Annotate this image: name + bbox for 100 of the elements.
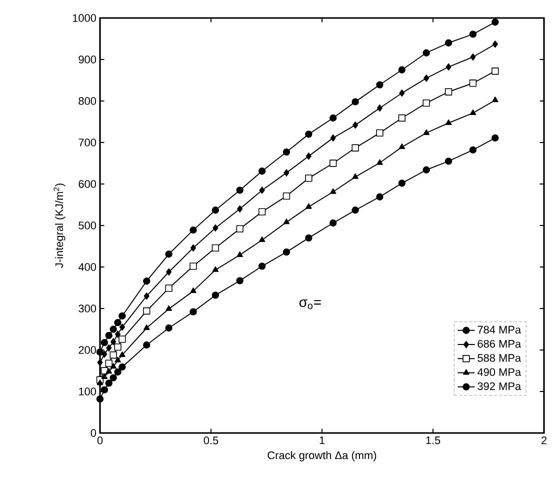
point: [259, 186, 265, 194]
point: [305, 174, 312, 182]
x-tick-label: 0.5: [204, 436, 218, 444]
point: [110, 374, 117, 382]
point: [96, 348, 104, 356]
point: [190, 287, 196, 294]
point: [352, 121, 358, 129]
point: [330, 188, 336, 194]
point: [492, 68, 499, 75]
point: [376, 129, 384, 137]
legend-label: 686 MPa: [478, 340, 522, 348]
point: [422, 99, 430, 107]
point: [118, 312, 126, 320]
legend-label: 490 MPa: [477, 368, 522, 376]
point: [305, 234, 312, 242]
point: [422, 49, 430, 56]
point: [118, 336, 126, 343]
point: [445, 119, 452, 125]
point: [444, 88, 452, 96]
point: [446, 63, 452, 71]
x-tick-label: 1.5: [426, 436, 440, 444]
point: [282, 248, 290, 256]
point: [100, 367, 108, 374]
point: [106, 344, 112, 352]
point: [105, 380, 112, 387]
point: [423, 129, 430, 135]
point: [422, 166, 430, 174]
point: [114, 368, 122, 376]
point: [143, 307, 150, 315]
point: [398, 66, 406, 74]
point: [143, 341, 150, 349]
point: [212, 266, 219, 272]
point: [114, 356, 121, 362]
point: [143, 278, 150, 285]
point: [236, 225, 244, 232]
point: [190, 308, 197, 316]
point: [470, 109, 476, 116]
point: [352, 144, 359, 152]
point: [97, 358, 103, 366]
point: [143, 324, 150, 330]
point: [352, 98, 359, 106]
point: [376, 104, 383, 112]
point: [212, 206, 220, 214]
point: [105, 332, 112, 340]
legend-label: 392 MPa: [478, 382, 522, 390]
legend-label: 588 MPa: [478, 354, 522, 362]
point: [330, 160, 337, 167]
point: [190, 262, 197, 270]
point: [398, 114, 406, 122]
point: [258, 208, 266, 216]
y-tick-label: 300: [78, 304, 96, 312]
point: [114, 319, 122, 326]
point: [470, 53, 476, 61]
point: [284, 169, 290, 176]
y-tick-label: 800: [78, 97, 96, 105]
point: [106, 368, 112, 374]
point: [306, 152, 312, 160]
point: [258, 168, 266, 175]
point: [102, 350, 108, 358]
point: [212, 244, 220, 252]
point: [352, 173, 358, 179]
point: [282, 148, 290, 156]
point: [492, 18, 499, 26]
point: [444, 39, 452, 46]
y-tick-label: 600: [78, 180, 96, 188]
x-tick-label: 2: [542, 436, 547, 444]
point: [96, 395, 104, 403]
point: [101, 373, 108, 379]
point: [114, 344, 122, 351]
legend-label: 784 MPa: [478, 326, 522, 334]
point: [166, 268, 172, 276]
x-tick-label: 1: [320, 436, 325, 444]
point: [330, 114, 337, 122]
y-tick-label: 200: [78, 346, 96, 354]
point: [110, 351, 117, 359]
point: [236, 277, 244, 284]
y-tick-label: 100: [79, 388, 96, 396]
point: [469, 146, 477, 154]
point: [100, 386, 108, 394]
point: [236, 186, 244, 194]
annotation: σ$_{o}$=: [299, 300, 321, 310]
point: [237, 205, 243, 212]
point: [283, 218, 290, 224]
point: [190, 244, 196, 252]
point: [330, 134, 336, 142]
point: [144, 292, 150, 300]
point: [114, 330, 121, 338]
point: [469, 30, 477, 38]
point: [399, 90, 405, 97]
point: [376, 81, 384, 88]
y-tick-label: 1000: [72, 14, 96, 22]
point: [376, 193, 384, 200]
point: [165, 284, 172, 292]
point: [492, 134, 499, 142]
point: [212, 292, 220, 299]
point: [96, 380, 104, 386]
point: [282, 192, 290, 200]
point: [212, 224, 218, 232]
point: [469, 80, 477, 87]
point: [424, 74, 430, 82]
